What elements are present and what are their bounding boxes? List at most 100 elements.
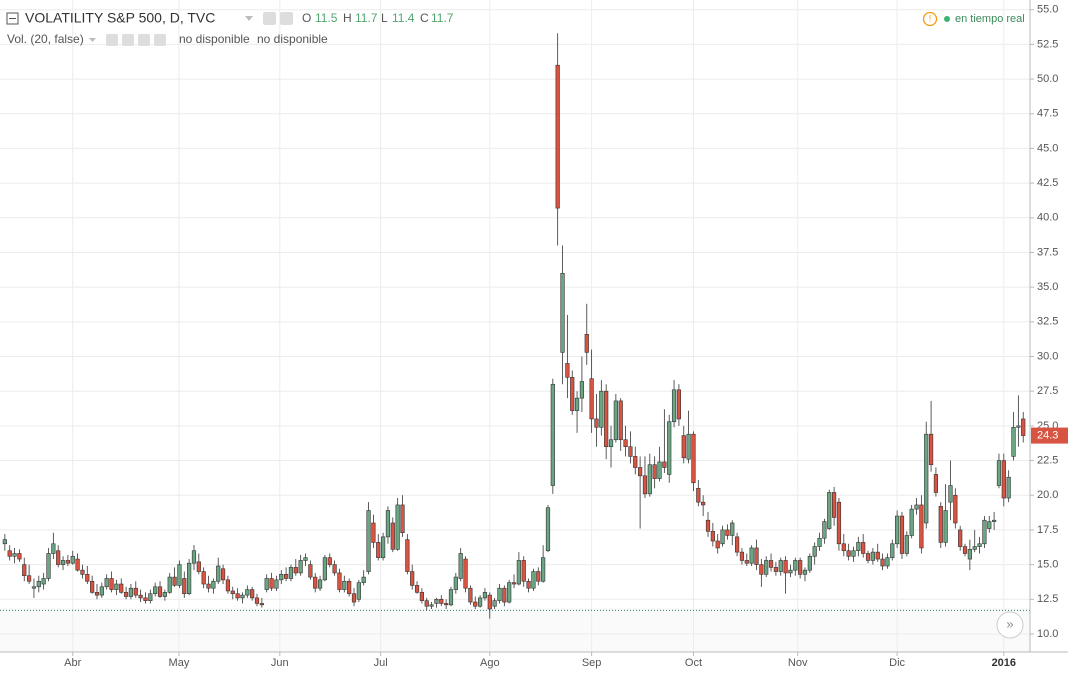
candle-body xyxy=(293,567,298,574)
candles xyxy=(2,33,1026,619)
settings-button[interactable] xyxy=(122,34,134,46)
collapse-icon[interactable] xyxy=(6,12,19,25)
remove-button[interactable] xyxy=(154,34,166,46)
y-tick-label: 10.0 xyxy=(1037,628,1058,640)
low-value: 11.4 xyxy=(392,11,415,25)
candle-body xyxy=(269,578,274,589)
candle-body xyxy=(584,334,589,353)
candle-body xyxy=(56,550,61,565)
candle-body xyxy=(419,592,424,601)
candle-body xyxy=(928,433,934,466)
candle-body xyxy=(802,569,808,575)
candle-body xyxy=(2,539,7,545)
candle-body xyxy=(909,508,914,536)
candle-body xyxy=(890,543,895,558)
scroll-to-end-button[interactable] xyxy=(996,611,1024,639)
candle-body xyxy=(366,510,371,572)
candle-body xyxy=(608,439,614,447)
candle-body xyxy=(676,389,682,420)
candle-body xyxy=(686,433,691,460)
candle-body xyxy=(958,529,963,547)
candle-body xyxy=(560,272,565,353)
candle-body xyxy=(783,560,788,574)
candle-body xyxy=(26,575,32,582)
y-tick-label: 15.0 xyxy=(1037,559,1058,571)
candle-body xyxy=(138,594,143,599)
candle-body xyxy=(458,553,463,579)
candle-body xyxy=(274,579,279,589)
x-tick-label: Sep xyxy=(582,657,602,669)
candle-body xyxy=(545,507,551,552)
realtime-status: en tiempo real xyxy=(955,13,1025,25)
candle-body xyxy=(701,501,706,506)
candle-body xyxy=(143,597,148,601)
x-tick-label: Dic xyxy=(889,657,905,669)
candle-body xyxy=(36,580,41,588)
candle-body xyxy=(943,510,948,543)
candle-body xyxy=(531,571,536,589)
candle-body xyxy=(880,558,885,567)
candle-body xyxy=(793,560,798,571)
candle-body xyxy=(371,522,376,543)
candle-body xyxy=(831,492,837,518)
settings-button[interactable] xyxy=(280,12,293,25)
x-tick-label: 2016 xyxy=(992,657,1016,669)
candle-body xyxy=(148,593,153,601)
candle-body xyxy=(938,506,943,543)
candle-body xyxy=(361,576,366,583)
candle-body xyxy=(70,555,75,564)
candle-body xyxy=(734,536,740,553)
candle-body xyxy=(633,456,638,468)
axis-labels: 10.012.515.017.520.022.525.027.530.032.5… xyxy=(64,4,1068,669)
candle-body xyxy=(861,542,866,554)
warning-mark: ! xyxy=(929,13,932,23)
add-button[interactable] xyxy=(138,34,150,46)
candle-body xyxy=(579,381,585,399)
candle-body xyxy=(764,560,769,575)
candle-body xyxy=(211,580,216,589)
dropdown-arrow[interactable] xyxy=(245,16,253,21)
y-tick-label: 45.0 xyxy=(1037,142,1058,154)
low-label: L xyxy=(381,11,388,25)
y-tick-label: 20.0 xyxy=(1037,489,1058,501)
x-tick-label: May xyxy=(169,657,190,669)
candle-body xyxy=(250,589,255,599)
candle-body xyxy=(51,543,56,554)
candle-body xyxy=(157,586,163,597)
candle-body xyxy=(497,587,502,601)
candle-body xyxy=(875,551,880,560)
candle-body xyxy=(662,461,667,468)
candle-body xyxy=(109,578,114,590)
candle-body xyxy=(982,519,987,545)
symbol-title: VOLATILITY S&P 500, D, TVC xyxy=(25,10,215,26)
candle-body xyxy=(376,542,381,558)
candle-body xyxy=(594,418,599,428)
y-tick-label: 17.5 xyxy=(1037,524,1058,536)
candle-body xyxy=(429,604,434,607)
candle-body xyxy=(99,586,104,596)
open-label: O xyxy=(302,11,311,25)
candle-body xyxy=(327,557,332,565)
candle-body xyxy=(565,363,570,378)
candle-body xyxy=(681,435,686,459)
x-tick-label: Nov xyxy=(788,657,808,669)
candle-body xyxy=(444,603,449,606)
candle-body xyxy=(468,587,473,603)
candle-body xyxy=(90,580,95,593)
last-price-label: 24.3 xyxy=(1037,429,1058,441)
candle-body xyxy=(773,567,778,572)
y-tick-label: 27.5 xyxy=(1037,385,1058,397)
candle-body xyxy=(351,593,357,603)
candle-body xyxy=(924,433,929,524)
candle-body xyxy=(613,400,618,441)
y-tick-label: 50.0 xyxy=(1037,73,1058,85)
eye-button[interactable] xyxy=(106,34,118,46)
warning-icon[interactable] xyxy=(922,11,938,27)
candle-body xyxy=(230,590,235,595)
x-tick-label: Ago xyxy=(480,657,500,669)
dropdown-arrow[interactable] xyxy=(89,38,96,42)
eye-button[interactable] xyxy=(263,12,276,25)
candle-body xyxy=(414,585,420,593)
candle-body xyxy=(128,587,134,597)
candle-body xyxy=(187,562,192,595)
